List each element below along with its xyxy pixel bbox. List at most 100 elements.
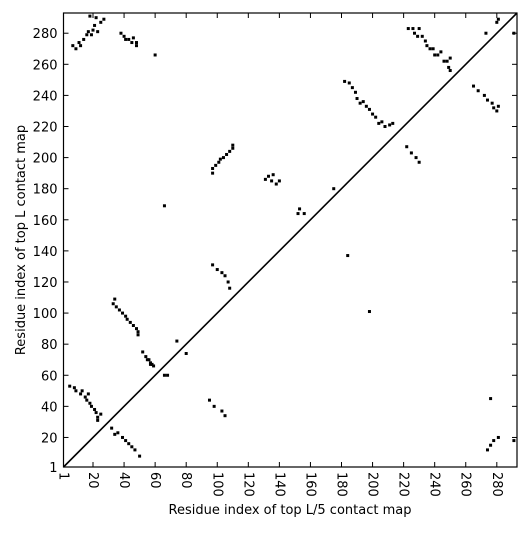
- contact-point: [447, 65, 451, 69]
- contact-point: [162, 373, 166, 377]
- y-tick-label: 220: [33, 121, 58, 136]
- contact-point: [121, 435, 125, 439]
- y-tick-label: 60: [41, 369, 58, 384]
- contact-point: [417, 160, 421, 164]
- contact-point: [134, 327, 138, 331]
- contact-point: [226, 280, 230, 284]
- contact-point: [367, 310, 371, 314]
- contact-point: [371, 112, 375, 116]
- x-tick-label: 80: [178, 472, 193, 489]
- contact-point: [134, 44, 138, 48]
- y-tick-label: 40: [41, 400, 58, 415]
- contact-point: [433, 53, 437, 57]
- x-tick-label: 160: [302, 472, 317, 497]
- contact-point: [217, 160, 221, 164]
- contact-point: [512, 439, 516, 443]
- contact-point: [445, 59, 449, 63]
- contact-point: [138, 454, 142, 458]
- y-tick-label: 240: [33, 89, 58, 104]
- contact-point: [277, 179, 281, 183]
- contact-point: [343, 79, 347, 83]
- contact-point: [74, 47, 78, 51]
- contact-point: [220, 409, 224, 413]
- contact-point: [166, 373, 170, 377]
- x-tick-label: 240: [427, 472, 442, 497]
- contact-point: [221, 156, 225, 160]
- contact-point: [495, 20, 499, 24]
- contact-point: [364, 104, 368, 108]
- contact-point: [144, 355, 148, 359]
- contact-point: [131, 324, 135, 328]
- contact-point: [482, 93, 486, 97]
- contact-point: [367, 107, 371, 111]
- contact-point: [484, 31, 488, 35]
- x-tick-label: 60: [147, 472, 162, 489]
- contact-point: [350, 86, 354, 90]
- contact-point: [489, 443, 493, 447]
- contact-point: [96, 30, 100, 34]
- contact-point: [417, 27, 421, 31]
- y-tick-label: 280: [33, 27, 58, 42]
- contact-point: [124, 439, 128, 443]
- contact-point: [489, 397, 493, 401]
- contact-point: [117, 308, 121, 312]
- x-tick-label: 260: [458, 472, 473, 497]
- x-tick-label: 40: [116, 472, 131, 489]
- contact-point: [212, 404, 216, 408]
- y-tick-label: 160: [33, 214, 58, 229]
- contact-point: [355, 97, 359, 101]
- contact-point: [85, 33, 89, 37]
- contact-point: [211, 171, 215, 175]
- contact-point: [302, 212, 306, 216]
- contact-point: [263, 177, 267, 181]
- contact-point: [110, 426, 114, 430]
- contact-point: [490, 101, 494, 105]
- contact-point: [448, 69, 452, 73]
- y-tick-label: 200: [33, 152, 58, 167]
- contact-point: [125, 317, 129, 321]
- y-tick-label: 100: [33, 307, 58, 322]
- contact-point: [423, 39, 427, 43]
- contact-point: [141, 350, 145, 354]
- x-tick-label: 180: [334, 472, 349, 497]
- contact-point: [130, 41, 134, 45]
- plot-frame: [62, 12, 518, 468]
- contact-point: [150, 362, 154, 366]
- y-axis-label: Residue index of top L contact map: [14, 125, 29, 355]
- contact-point: [414, 156, 418, 160]
- contact-point: [228, 149, 232, 153]
- x-tick-label: 220: [396, 472, 411, 497]
- contact-point: [215, 268, 219, 272]
- contact-point: [388, 123, 392, 127]
- contact-point: [207, 398, 211, 402]
- contact-point: [119, 31, 123, 35]
- contact-point: [71, 44, 75, 48]
- x-tick-label: 100: [209, 472, 224, 497]
- contact-point: [153, 53, 157, 57]
- y-tick-label: 140: [33, 245, 58, 260]
- contact-point: [162, 204, 166, 208]
- contact-point: [211, 263, 215, 267]
- contact-point: [377, 121, 381, 125]
- contact-point: [86, 392, 90, 396]
- contact-point: [124, 37, 128, 41]
- contact-point: [223, 274, 227, 278]
- contact-point: [96, 418, 100, 422]
- contact-point: [406, 27, 410, 31]
- contact-point: [485, 98, 489, 102]
- contact-point: [134, 41, 138, 45]
- contact-point: [476, 89, 480, 93]
- contact-point: [346, 254, 350, 258]
- x-tick-label: 140: [271, 472, 286, 497]
- contact-point: [332, 187, 336, 191]
- y-tick-label: 20: [41, 431, 58, 446]
- contact-point: [80, 389, 84, 393]
- contact-point: [93, 407, 97, 411]
- contact-point: [68, 384, 72, 388]
- contact-point: [88, 401, 92, 405]
- contact-point: [148, 362, 152, 366]
- contact-point: [147, 358, 151, 362]
- contact-point: [496, 17, 500, 21]
- y-tick-label: 1: [49, 461, 57, 476]
- contact-point: [175, 339, 179, 343]
